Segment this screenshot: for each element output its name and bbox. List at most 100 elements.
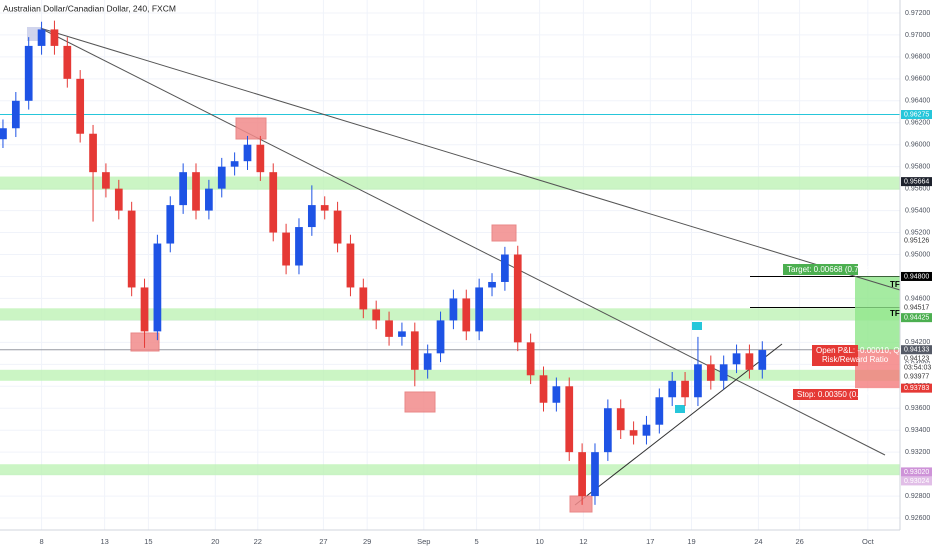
countdown-box (901, 363, 932, 373)
candle-body (758, 350, 767, 370)
y-tick-label: 0.95800 (905, 164, 930, 171)
candle-body (333, 210, 342, 244)
candle-body (11, 100, 20, 129)
y-tick-label: 0.96800 (905, 54, 930, 61)
price-label: 0.93783 (904, 385, 929, 392)
candle-body (114, 188, 123, 211)
price-label: 0.94517 (904, 304, 929, 311)
candle-body (616, 408, 625, 431)
candle-body (243, 144, 252, 162)
candle-body (50, 29, 59, 46)
candle-body (0, 128, 7, 140)
candle-body (410, 331, 419, 370)
candle-body (102, 172, 110, 189)
y-tick-label: 0.94200 (905, 339, 930, 346)
price-label-box (901, 383, 932, 393)
y-tick-label: 0.96000 (905, 142, 930, 149)
candle-body (552, 386, 561, 403)
y-tick-label: 0.93200 (905, 449, 930, 456)
marker-box (692, 322, 702, 330)
candle-body (694, 364, 702, 398)
x-tick-label: 20 (211, 537, 219, 546)
y-tick-label: 0.95400 (905, 207, 930, 214)
candle-body (89, 133, 97, 173)
y-tick-label: 0.97000 (905, 32, 930, 39)
price-label-box (901, 313, 932, 323)
marker-box (404, 391, 436, 413)
candle-body (37, 29, 46, 46)
countdown: 03:54:03 (904, 365, 931, 372)
candle-body (745, 353, 754, 370)
y-tick-label: 0.95600 (905, 185, 930, 192)
trend-line (39, 27, 901, 291)
y-tick-label: 0.92600 (905, 515, 930, 522)
stop-area (855, 349, 900, 389)
candle-body (76, 78, 85, 134)
candle-body (668, 380, 677, 398)
candle-body (706, 364, 715, 381)
y-tick-label: 0.93600 (905, 405, 930, 412)
candle-body (475, 287, 484, 332)
candle-body (282, 232, 290, 266)
stop-label-box (793, 389, 858, 400)
candle-body (655, 397, 664, 425)
x-tick-label: 12 (579, 537, 587, 546)
grid (0, 0, 900, 530)
candle-body (205, 188, 213, 211)
x-tick-label: 5 (474, 537, 478, 546)
x-tick-label: 26 (795, 537, 803, 546)
price-label: 0.95126 (904, 238, 929, 245)
candle-body (307, 205, 316, 228)
candle-body (269, 172, 278, 233)
stop-label: Stop: 0.00350 (0.37%) 35.0, (797, 390, 897, 399)
target-label-box (783, 264, 858, 275)
y-tick-label: 0.95200 (905, 229, 930, 236)
candle-body (578, 452, 586, 497)
trend-line (574, 343, 783, 506)
candle-body (372, 309, 381, 321)
candle-body (642, 424, 651, 436)
candle-body (295, 227, 303, 266)
x-tick-label: 13 (100, 537, 108, 546)
candle-body (320, 205, 329, 211)
x-tick-label: 22 (254, 537, 262, 546)
candle-body (385, 320, 393, 337)
zones (0, 114, 900, 476)
candle-body (681, 380, 689, 398)
candle-body (565, 386, 574, 453)
x-tick-label: Sep (417, 537, 430, 546)
candle-body (513, 254, 522, 343)
candle-body (462, 298, 471, 332)
price-label: 0.94133 (904, 347, 929, 354)
price-label-box (901, 345, 932, 355)
price-label: 0.94425 (904, 314, 929, 321)
support-zone (0, 369, 900, 381)
candle-body (179, 172, 188, 206)
candle-body (591, 452, 599, 497)
support-zone (0, 464, 900, 476)
candle-body (256, 144, 265, 173)
marker-box (675, 405, 685, 413)
y-tick-label: 0.95000 (905, 251, 930, 258)
candle-body (488, 281, 496, 288)
candle-body (346, 243, 355, 288)
candle-body (153, 243, 162, 332)
candle-body (230, 161, 239, 167)
x-tick-label: 24 (754, 537, 762, 546)
x-tick-label: 15 (144, 537, 152, 546)
marker-box (27, 27, 41, 41)
candle-body (359, 287, 368, 310)
price-label-box (901, 467, 932, 477)
price-label-box (901, 476, 932, 486)
y-tick-label: 0.96600 (905, 76, 930, 83)
price-label: 0.93020 (904, 469, 929, 476)
candle-body (140, 287, 149, 332)
pnl-box (812, 345, 858, 366)
trend-line (39, 27, 886, 456)
candle-body (398, 331, 406, 337)
candle-body (127, 210, 136, 288)
price-label: 0.96275 (904, 111, 929, 118)
tf-label: TF (890, 280, 900, 289)
x-tick-label: 8 (39, 537, 43, 546)
